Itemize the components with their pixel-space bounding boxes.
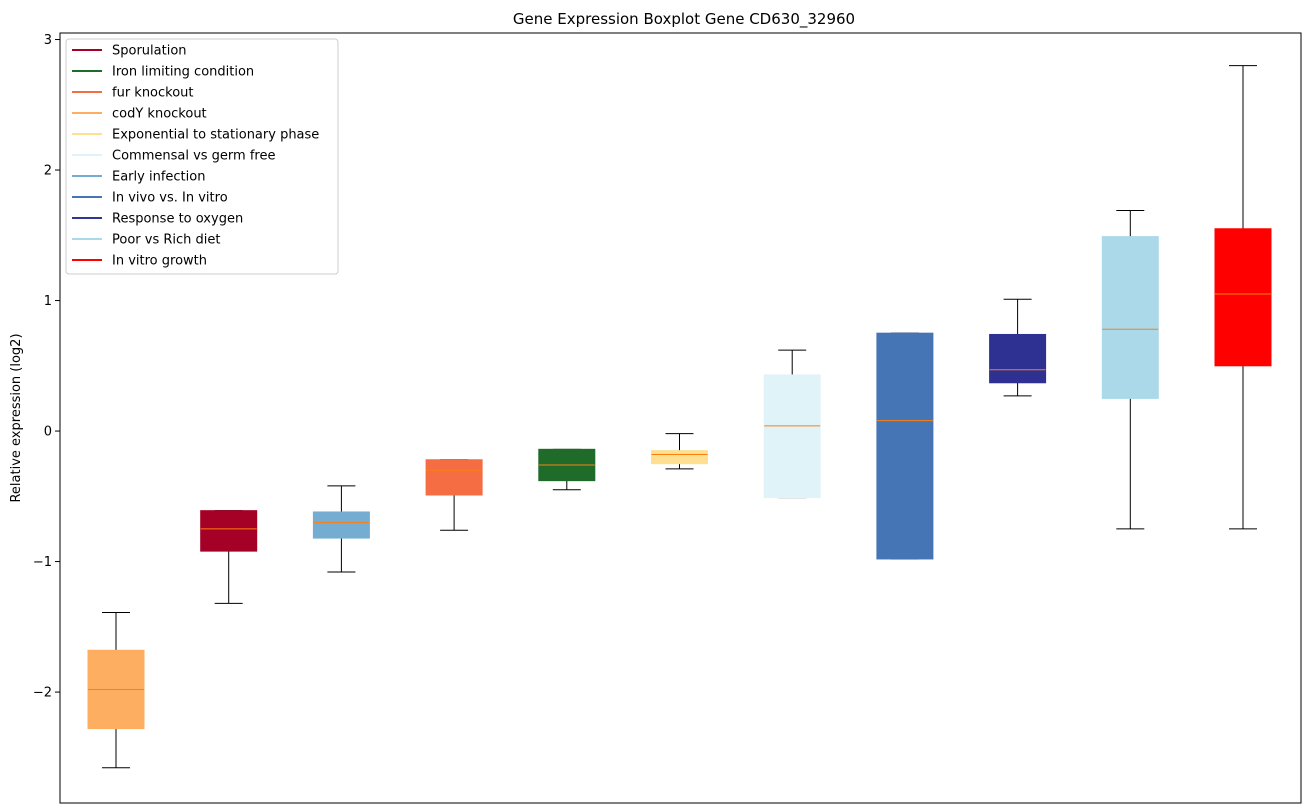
- y-tick-label: 1: [44, 294, 52, 309]
- box-poor-vs-rich-diet: [1101, 209, 1159, 530]
- legend-label: Commensal vs germ free: [112, 149, 275, 164]
- y-tick-label: 2: [44, 164, 52, 179]
- y-axis-label: Relative expression (log2): [9, 333, 24, 502]
- box-sporulation: [200, 510, 258, 604]
- legend-label: In vitro growth: [112, 254, 207, 269]
- y-tick-label: −2: [33, 686, 52, 701]
- legend-label: Response to oxygen: [112, 212, 243, 227]
- legend: Sporulation Iron limiting condition fur kn…: [65, 38, 339, 275]
- legend-entry: In vivo vs. In vitro: [72, 191, 228, 206]
- legend-label: fur knockout: [112, 86, 194, 101]
- box-body: [989, 333, 1047, 384]
- legend-entry: Sporulation: [72, 44, 187, 59]
- legend-label: Exponential to stationary phase: [112, 128, 319, 143]
- box-commensal-vs-germ-free: [763, 349, 821, 499]
- legend-entry: Response to oxygen: [72, 212, 243, 227]
- y-tick-label: 0: [44, 425, 52, 440]
- box-body: [425, 459, 483, 496]
- chart-title: Gene Expression Boxplot Gene CD630_32960: [513, 10, 855, 29]
- box-body: [1101, 236, 1159, 399]
- box-body: [876, 332, 934, 560]
- legend-label: Poor vs Rich diet: [112, 233, 220, 248]
- plot-frame: [59, 32, 1302, 804]
- box-response-to-oxygen: [989, 298, 1047, 397]
- box-in-vitro-growth: [1214, 65, 1272, 530]
- legend-frame: [65, 38, 339, 275]
- legend-label: codY knockout: [112, 107, 207, 122]
- legend-entry: Commensal vs germ free: [72, 149, 275, 164]
- box-early-infection: [312, 485, 370, 573]
- box-exponential-to-stationary-phase: [651, 433, 708, 470]
- legend-entry: Exponential to stationary phase: [72, 128, 319, 143]
- plot-area: [87, 65, 1272, 769]
- legend-label: Sporulation: [112, 44, 187, 59]
- box-body: [763, 374, 821, 499]
- box-body: [200, 510, 258, 552]
- box-body: [312, 511, 370, 539]
- box-iron-limiting-condition: [538, 448, 596, 491]
- box-body: [1214, 228, 1272, 367]
- box-cody-knockout: [87, 611, 145, 769]
- y-tick-label: 3: [44, 33, 52, 48]
- box-fur-knockout: [425, 459, 483, 531]
- legend-entry: In vitro growth: [72, 254, 207, 269]
- box-body: [651, 450, 708, 465]
- legend-entry: codY knockout: [72, 107, 207, 122]
- legend-label: Iron limiting condition: [112, 65, 254, 80]
- y-axis: −2 −1 0 1 2 3: [33, 33, 60, 701]
- legend-entry: Early infection: [72, 170, 205, 185]
- legend-entry: Poor vs Rich diet: [72, 233, 220, 248]
- legend-label: Early infection: [112, 170, 205, 185]
- y-tick-label: −1: [33, 555, 52, 570]
- legend-entry: Iron limiting condition: [72, 65, 254, 80]
- box-in-vivo-vs-in-vitro: [876, 332, 934, 560]
- legend-label: In vivo vs. In vitro: [112, 191, 228, 206]
- legend-entry: fur knockout: [72, 86, 194, 101]
